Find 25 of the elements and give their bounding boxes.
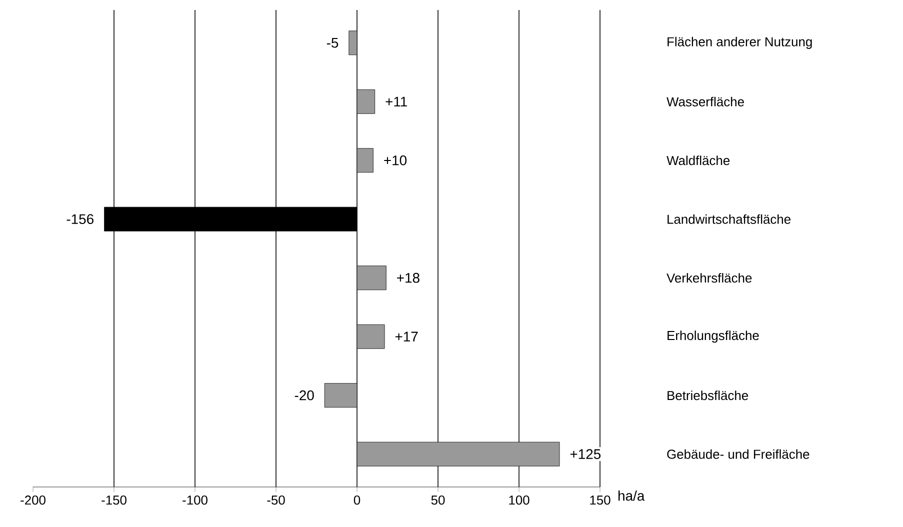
x-tick-label: 50 — [431, 496, 445, 505]
x-tick-label: -150 — [102, 496, 126, 505]
data-label: -5 — [326, 38, 338, 48]
y-tick-label: Erholungsfläche — [668, 330, 759, 343]
x-axis-title: ha/a — [618, 490, 645, 501]
x-tick-label: 0 — [354, 496, 360, 505]
data-label: +10 — [384, 155, 407, 166]
data-label: +18 — [397, 272, 420, 283]
y-tick-label: Gebäude- und Freifläche — [667, 449, 810, 459]
y-tick-label: Betriebsfläche — [668, 390, 748, 400]
x-tick-label: -50 — [267, 496, 285, 505]
data-label: -20 — [294, 390, 314, 400]
data-label: +17 — [395, 332, 418, 342]
x-tick-label: -200 — [20, 496, 46, 505]
y-tick-label: Verkehrsfläche — [666, 273, 752, 283]
x-tick-label: 150 — [590, 496, 610, 505]
data-label: +125 — [570, 449, 601, 460]
x-tick-label: -100 — [182, 496, 208, 505]
x-tick-label: 100 — [509, 496, 530, 505]
data-label: -156 — [66, 214, 94, 224]
data-label: +11 — [386, 96, 407, 106]
y-tick-label: Flächen anderer Nutzung — [668, 36, 812, 49]
y-tick-label: Landwirtschaftsfläche — [668, 214, 790, 224]
y-tick-label: Wasserfläche — [666, 96, 744, 106]
y-tick-label: Waldfläche — [666, 156, 730, 166]
